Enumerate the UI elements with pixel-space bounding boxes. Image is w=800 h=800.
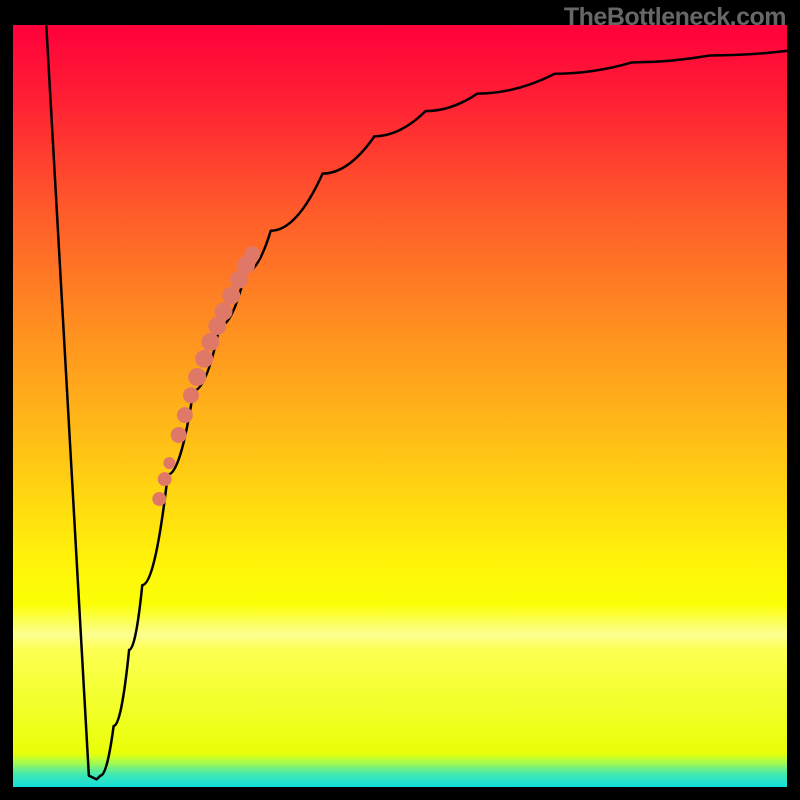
highlight-marker: [215, 303, 233, 321]
highlight-marker: [158, 472, 172, 486]
highlight-marker: [188, 368, 206, 386]
highlight-marker: [152, 492, 166, 506]
gradient-background: [13, 25, 787, 787]
highlight-marker: [171, 427, 187, 443]
highlight-marker: [244, 246, 260, 262]
highlight-marker: [177, 407, 193, 423]
highlight-marker: [222, 287, 240, 305]
plot-area: [13, 25, 787, 787]
bottleneck-chart: [13, 25, 787, 787]
highlight-marker: [195, 350, 213, 368]
highlight-marker: [201, 333, 219, 351]
highlight-marker: [163, 457, 175, 469]
outer-frame: TheBottleneck.com: [0, 0, 800, 800]
highlight-marker: [183, 387, 199, 403]
